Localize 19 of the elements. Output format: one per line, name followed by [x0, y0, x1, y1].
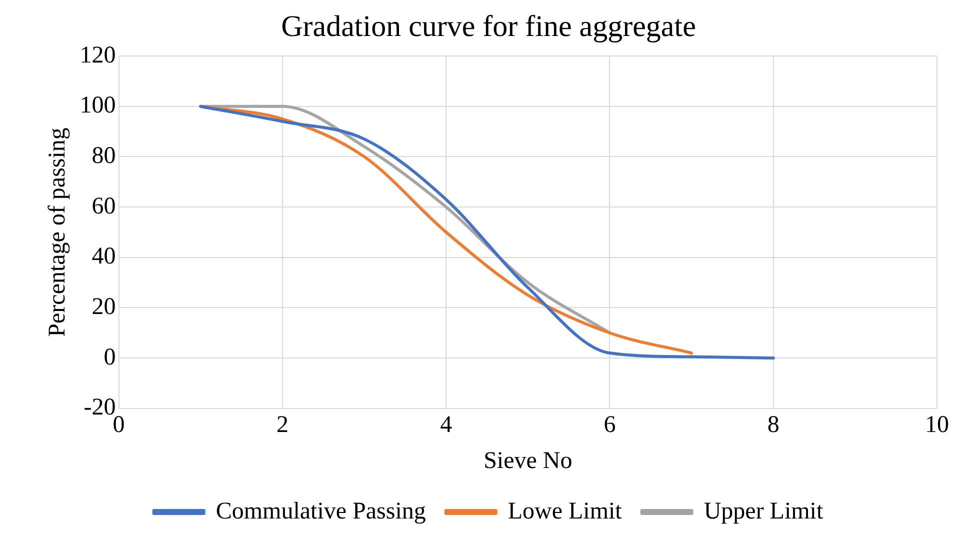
- y-tick-label: 80: [92, 142, 116, 169]
- y-axis-title: Percentage of passing: [44, 128, 71, 337]
- x-tick-label: 8: [767, 412, 780, 438]
- legend-label: Upper Limit: [704, 498, 824, 524]
- legend-label: Lowe Limit: [508, 498, 622, 524]
- y-tick-label: 40: [92, 244, 116, 270]
- y-tick-label: 0: [104, 344, 116, 370]
- x-tick-label: 4: [440, 412, 452, 438]
- y-tick-label: 120: [80, 42, 116, 68]
- x-axis-title: Sieve No: [484, 448, 572, 474]
- y-tick-label: 20: [92, 294, 116, 320]
- x-tick-label: 10: [925, 412, 949, 438]
- x-tick-label: 2: [276, 412, 288, 438]
- y-tick-label: 60: [92, 193, 116, 220]
- x-tick-label: 6: [604, 412, 616, 438]
- chart-title: Gradation curve for fine aggregate: [281, 10, 696, 43]
- line-series: [199, 104, 775, 360]
- y-tick-label: 100: [80, 92, 116, 119]
- legend-label: Commulative Passing: [216, 498, 426, 524]
